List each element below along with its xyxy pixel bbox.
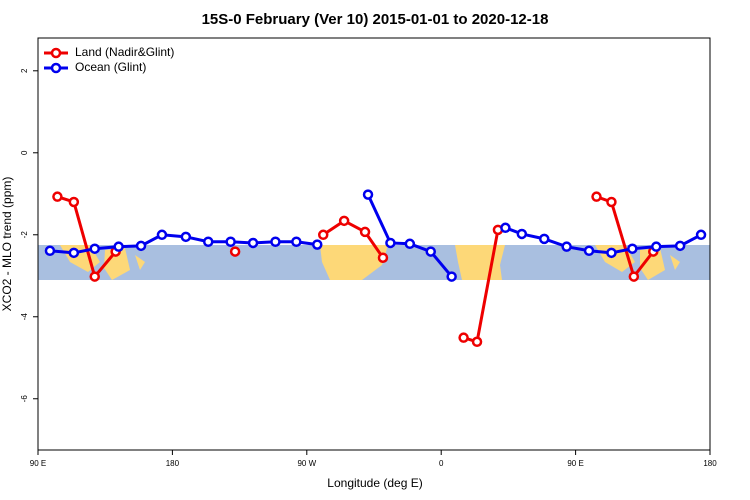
point [404,238,416,250]
point [180,231,192,243]
series-line [56,195,655,344]
point [338,215,350,227]
point [446,271,457,282]
x-tick-label: 0 [439,459,444,468]
point [68,247,80,259]
x-tick-label: 180 [703,459,717,468]
point [202,236,214,247]
point [225,236,236,247]
point [458,332,469,343]
point [362,189,374,200]
x-tick-label: 90 E [30,459,46,468]
legend-marker [50,47,62,59]
point [425,246,436,257]
point [606,196,617,208]
y-tick-label: -6 [20,395,29,403]
point [270,236,281,247]
point [89,243,100,254]
point [44,245,56,257]
y-axis-label: XCO2 - MLO trend (ppm) [0,177,14,312]
point [627,243,638,254]
point [156,229,168,241]
x-tick-label: 180 [166,459,180,468]
point [113,241,124,252]
y-tick-label: 0 [20,150,29,155]
point [674,240,686,252]
point [385,237,396,249]
point [591,191,602,202]
y-tick-label: -2 [20,231,29,239]
plot-frame [37,37,711,451]
point [606,247,617,259]
point [359,226,371,238]
legend-label: Land (Nadir&Glint) [75,45,174,59]
point [561,241,572,252]
x-tick-label: 90 W [297,459,316,468]
point [538,233,550,245]
point [500,222,511,234]
point [312,239,323,250]
point [695,229,707,241]
point [317,229,329,241]
point [471,336,483,348]
y-tick-label: -4 [20,313,29,321]
point [516,228,528,240]
legend-marker [50,62,62,74]
x-tick-label: 90 E [567,459,583,468]
point [229,246,241,257]
point [291,236,302,247]
point [628,271,640,282]
point [247,237,259,249]
point [650,241,662,252]
point [52,191,63,202]
chart-title: 15S-0 February (Ver 10) 2015-01-01 to 20… [202,11,549,28]
point [377,252,389,263]
point [89,271,100,282]
point [68,196,80,208]
y-tick-label: 2 [20,68,29,73]
point [583,245,595,257]
x-axis-label: Longitude (deg E) [327,476,422,490]
point [135,240,147,252]
legend-label: Ocean (Glint) [75,60,146,74]
